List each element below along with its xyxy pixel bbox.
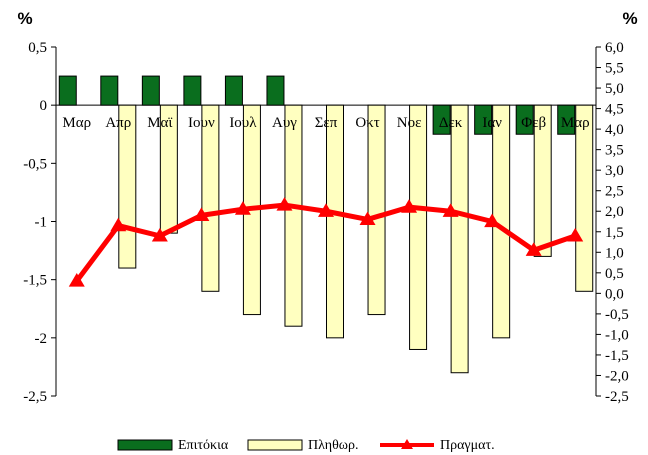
legend-label-inflation: Πληθωρ.: [308, 438, 359, 453]
right-axis-tick-label: 1,5: [605, 225, 624, 241]
marker-real: [401, 199, 418, 213]
left-axis-tick-label: -1,5: [23, 273, 47, 289]
marker-real: [567, 227, 584, 242]
right-axis-tick-label: 4,0: [605, 122, 624, 138]
right-axis-tick-label: 0,5: [605, 266, 624, 282]
bar-rates: [183, 75, 202, 106]
marker-real: [276, 197, 293, 211]
right-axis-tick-label: 3,0: [605, 163, 624, 179]
bar-rates: [515, 104, 534, 135]
right-axis-tick-label: 1,0: [605, 245, 624, 261]
category-label: Ιουν: [188, 115, 215, 131]
marker-real: [151, 227, 168, 242]
right-axis-tick-label: 2,0: [605, 204, 624, 220]
bar-inflation: [284, 104, 303, 327]
bar-rates: [432, 104, 451, 135]
bar-inflation: [450, 104, 469, 374]
bar-rates: [100, 75, 119, 106]
legend-label-rates: Επιτόκια: [178, 438, 229, 453]
right-axis-tick-label: -1,5: [605, 348, 629, 364]
bar-inflation: [201, 104, 220, 292]
left-axis-unit: %: [17, 9, 32, 28]
right-axis-tick-label: 5,0: [605, 81, 624, 97]
category-label: Αυγ: [272, 115, 297, 131]
category-label: Μαρ: [62, 115, 91, 131]
right-axis-tick-label: -2,5: [605, 389, 629, 405]
left-axis-tick-label: 0,5: [28, 40, 47, 56]
right-axis-tick-label: -1,0: [605, 327, 629, 343]
left-axis-tick-label: -1: [35, 215, 48, 231]
bar-rates: [474, 104, 493, 135]
category-label: Φεβ: [521, 115, 546, 131]
right-axis-unit: %: [622, 9, 637, 28]
bar-inflation: [409, 104, 428, 350]
category-label: Σεπ: [315, 115, 338, 131]
marker-real: [68, 273, 85, 287]
category-label: Μαϊ: [147, 115, 172, 131]
bar-inflation: [326, 104, 344, 339]
legend-marker-real: [401, 439, 413, 449]
legend: Επιτόκια Πληθωρ. Πραγματ.: [117, 438, 495, 453]
category-label: Ιουλ: [229, 115, 257, 131]
left-axis-tick-label: 0: [40, 98, 48, 114]
left-axis-tick-label: -2,5: [23, 389, 47, 405]
right-axis-tick-label: -0,5: [605, 307, 629, 323]
bar-rates: [141, 75, 160, 106]
marker-real: [234, 201, 251, 215]
bar-inflation: [533, 104, 552, 257]
legend-swatch-rates: [117, 439, 173, 451]
left-axis-tick-label: -0,5: [23, 156, 47, 172]
category-label: Ιαν: [482, 115, 502, 131]
legend-swatch-inflation: [247, 439, 303, 451]
legend-label-real: Πραγματ.: [440, 438, 495, 453]
right-axis-tick-label: 0,0: [605, 286, 624, 302]
category-label: Απρ: [105, 115, 131, 131]
category-label: Νοε: [397, 115, 422, 131]
category-label: Οκτ: [355, 115, 379, 131]
bar-rates: [557, 104, 576, 135]
bar-rates: [58, 75, 77, 106]
right-axis-tick-label: -2,0: [605, 368, 629, 384]
category-label: Μαρ: [561, 115, 590, 131]
category-label: Δεκ: [439, 115, 463, 131]
bar-rates: [224, 75, 243, 106]
marker-real: [359, 211, 376, 226]
marker-real: [442, 203, 459, 217]
right-axis-tick-label: 6,0: [605, 40, 624, 56]
bar-inflation: [575, 104, 594, 292]
right-axis-tick-label: 5,5: [605, 61, 624, 77]
marker-real: [318, 203, 334, 217]
marker-real: [193, 207, 210, 221]
right-axis-tick-label: 4,5: [605, 102, 624, 118]
right-axis-tick-label: 2,5: [605, 184, 624, 200]
marker-real: [110, 217, 127, 232]
plot-area: 0,5 0 -0,5 -1 -1,5 -2 -2,5 6,0 5,5 5,0 4,5 4,0 3,5 3,…: [23, 40, 629, 405]
bar-rates: [266, 75, 285, 106]
right-axis-tick-label: 3,5: [605, 143, 624, 159]
left-axis-tick-label: -2: [35, 331, 48, 347]
marker-real: [484, 213, 501, 228]
bar-inflation: [367, 104, 386, 316]
marker-real: [525, 242, 542, 256]
